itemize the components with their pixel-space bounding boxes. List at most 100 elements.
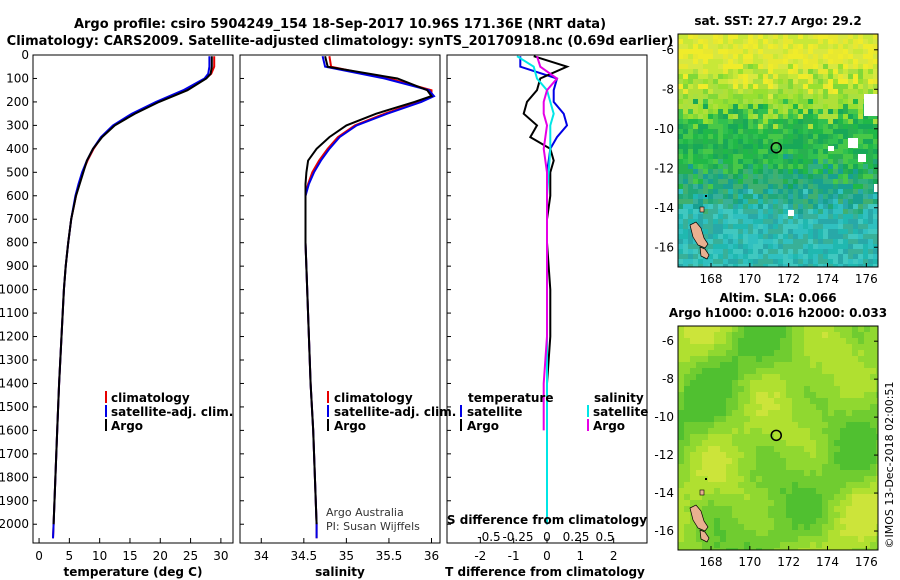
map-cell xyxy=(783,219,789,225)
map-cell xyxy=(834,482,841,489)
map-cell xyxy=(843,254,849,260)
map-cell xyxy=(783,189,789,195)
map-cell xyxy=(852,386,859,393)
map-cell xyxy=(756,362,763,369)
map-cell xyxy=(793,104,799,110)
map-cell xyxy=(793,189,799,195)
map-cell xyxy=(693,259,699,265)
map-cell xyxy=(758,64,764,70)
map-cell xyxy=(846,494,853,501)
map-cell xyxy=(683,34,689,40)
map-cell xyxy=(738,254,744,260)
map-cell xyxy=(840,326,847,333)
map-cell xyxy=(834,362,841,369)
map-cell xyxy=(750,464,757,471)
map-cell xyxy=(780,338,787,345)
map-cell xyxy=(798,356,805,363)
map-cell xyxy=(868,74,874,80)
map-cell xyxy=(858,386,865,393)
map-cell xyxy=(816,380,823,387)
map-cell xyxy=(732,398,739,405)
map-cell xyxy=(870,512,877,519)
map-cell xyxy=(863,54,869,60)
map-cell xyxy=(744,512,751,519)
map-cell xyxy=(768,494,775,501)
map-cell xyxy=(774,506,781,513)
map-cell xyxy=(683,74,689,80)
map-cell xyxy=(838,159,844,165)
map-cell xyxy=(748,69,754,75)
map-cell xyxy=(693,34,699,40)
map-cell xyxy=(788,204,794,210)
map-cell xyxy=(792,494,799,501)
map-cell xyxy=(788,239,794,245)
map-cell xyxy=(828,530,835,537)
map-cell xyxy=(683,264,689,267)
map-cell xyxy=(708,174,714,180)
map-cell xyxy=(813,204,819,210)
map-cell xyxy=(768,79,774,85)
map-cell xyxy=(858,512,865,519)
map-cell xyxy=(762,332,769,339)
map-cell xyxy=(763,259,769,265)
map-cell xyxy=(762,386,769,393)
map-cell xyxy=(798,244,804,250)
map-cell xyxy=(778,169,784,175)
map-cell xyxy=(723,264,729,267)
map-cell xyxy=(690,338,697,345)
map-cell xyxy=(743,189,749,195)
map-cell xyxy=(744,440,751,447)
map-cell xyxy=(876,434,878,441)
x-tick-label: 36 xyxy=(424,549,439,563)
map-cell xyxy=(718,34,724,40)
map-cell xyxy=(683,199,689,205)
map-cell xyxy=(852,476,859,483)
map-cell xyxy=(738,39,744,45)
map-cell xyxy=(846,476,853,483)
map-cell xyxy=(823,184,829,190)
map-cell xyxy=(828,64,834,70)
map-cell xyxy=(688,164,694,170)
map-cell xyxy=(853,244,859,250)
map-cell xyxy=(834,458,841,465)
map-cell xyxy=(738,404,745,411)
map-cell xyxy=(714,350,721,357)
map-cell xyxy=(726,404,733,411)
map-cell xyxy=(828,114,834,120)
map-cell xyxy=(876,512,878,519)
map-cell xyxy=(798,434,805,441)
map-cell xyxy=(798,119,804,125)
map-cell xyxy=(778,264,784,267)
map-cell xyxy=(818,39,824,45)
map-cell xyxy=(873,119,878,125)
map-cell xyxy=(780,536,787,543)
map-cell xyxy=(828,229,834,235)
map-cell xyxy=(703,34,709,40)
map-cell xyxy=(678,494,685,501)
map-cell xyxy=(753,134,759,140)
map-cell xyxy=(873,159,878,165)
map-cell xyxy=(858,404,865,411)
map-cell xyxy=(852,356,859,363)
map-cell xyxy=(843,214,849,220)
series-satellite-adj-clim- xyxy=(52,56,211,539)
map-cell xyxy=(728,64,734,70)
map-cell xyxy=(756,476,763,483)
map-cell xyxy=(834,506,841,513)
map-cell xyxy=(733,149,739,155)
map-cell xyxy=(750,392,757,399)
map-cell xyxy=(698,114,704,120)
map-cell xyxy=(723,34,729,40)
map-cell xyxy=(846,452,853,459)
map-cell xyxy=(708,144,714,150)
map-cell xyxy=(868,154,874,160)
map-cell xyxy=(774,536,781,543)
map-cell xyxy=(708,204,714,210)
map-cell xyxy=(778,74,784,80)
map-cell xyxy=(732,404,739,411)
map-cell xyxy=(732,332,739,339)
map-cell xyxy=(693,79,699,85)
map-cell xyxy=(864,476,871,483)
map-cell xyxy=(756,410,763,417)
map-cell xyxy=(793,229,799,235)
